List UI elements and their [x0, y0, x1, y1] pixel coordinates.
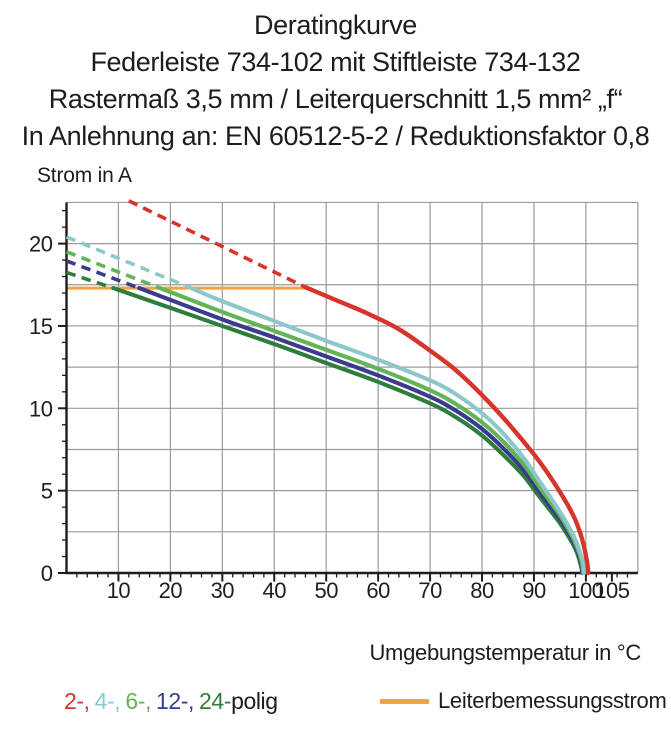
- legend-suffix-polig: polig: [231, 688, 278, 714]
- x-tick-label: 80: [470, 578, 494, 603]
- x-tick-label: 70: [418, 578, 442, 603]
- x-tick-label: 90: [522, 578, 546, 603]
- x-tick-label: 60: [366, 578, 390, 603]
- x-tick-label: 100: [568, 578, 603, 603]
- x-tick-label: 20: [159, 578, 183, 603]
- chart-title-block: Deratingkurve Federleiste 734-102 mit St…: [0, 7, 671, 155]
- x-axis-label: Umgebungstemperatur in °C: [369, 640, 641, 665]
- curve-4-polig: [189, 286, 587, 576]
- curve-dashed-24-polig: [65, 270, 114, 290]
- curve-dashed-12-polig: [65, 259, 140, 290]
- reference-line-label: Leiterbemessungsstrom: [438, 688, 667, 713]
- y-tick-label: 20: [29, 232, 53, 257]
- legend-item-6-polig: 6-,: [125, 688, 151, 714]
- legend-pole-counts: 2-, 4-, 6-, 12-, 24-polig: [64, 688, 283, 715]
- x-tick-label: 50: [314, 578, 338, 603]
- title-line-1: Deratingkurve: [254, 10, 417, 40]
- x-tick-label: 30: [211, 578, 235, 603]
- curve-dashed-2-polig: [128, 199, 307, 289]
- orange-line-swatch: [380, 698, 429, 704]
- x-tick-label: 40: [263, 578, 287, 603]
- title-line-3: Rastermaß 3,5 mm / Leiterquerschnitt 1,5…: [48, 84, 623, 114]
- legend-item-2-polig: 2-,: [64, 688, 90, 714]
- y-tick-label: 10: [29, 396, 53, 421]
- y-tick-label: 0: [41, 561, 53, 586]
- title-line-2: Federleiste 734-102 mit Stiftleiste 734-…: [90, 47, 581, 77]
- curve-6-polig: [157, 286, 586, 576]
- curve-dashed-6-polig: [65, 250, 161, 290]
- y-tick-label: 15: [29, 314, 53, 339]
- curve-2-polig: [303, 285, 591, 576]
- legend-item-12-polig: 12-,: [155, 688, 195, 714]
- legend-reference-current: Leiterbemessungsstrom: [380, 688, 667, 714]
- y-tick-label: 5: [41, 479, 53, 504]
- x-tick-label: 10: [107, 578, 131, 603]
- title-line-4: In Anlehnung an: EN 60512-5-2 / Reduktio…: [21, 121, 650, 151]
- x-tick-label: 105: [594, 578, 629, 603]
- legend-item-4-polig: 4-,: [94, 688, 121, 714]
- y-axis-label: Strom in A: [37, 164, 132, 187]
- curve-dashed-4-polig: [65, 235, 192, 290]
- legend-item-24-polig: 24-: [199, 688, 232, 714]
